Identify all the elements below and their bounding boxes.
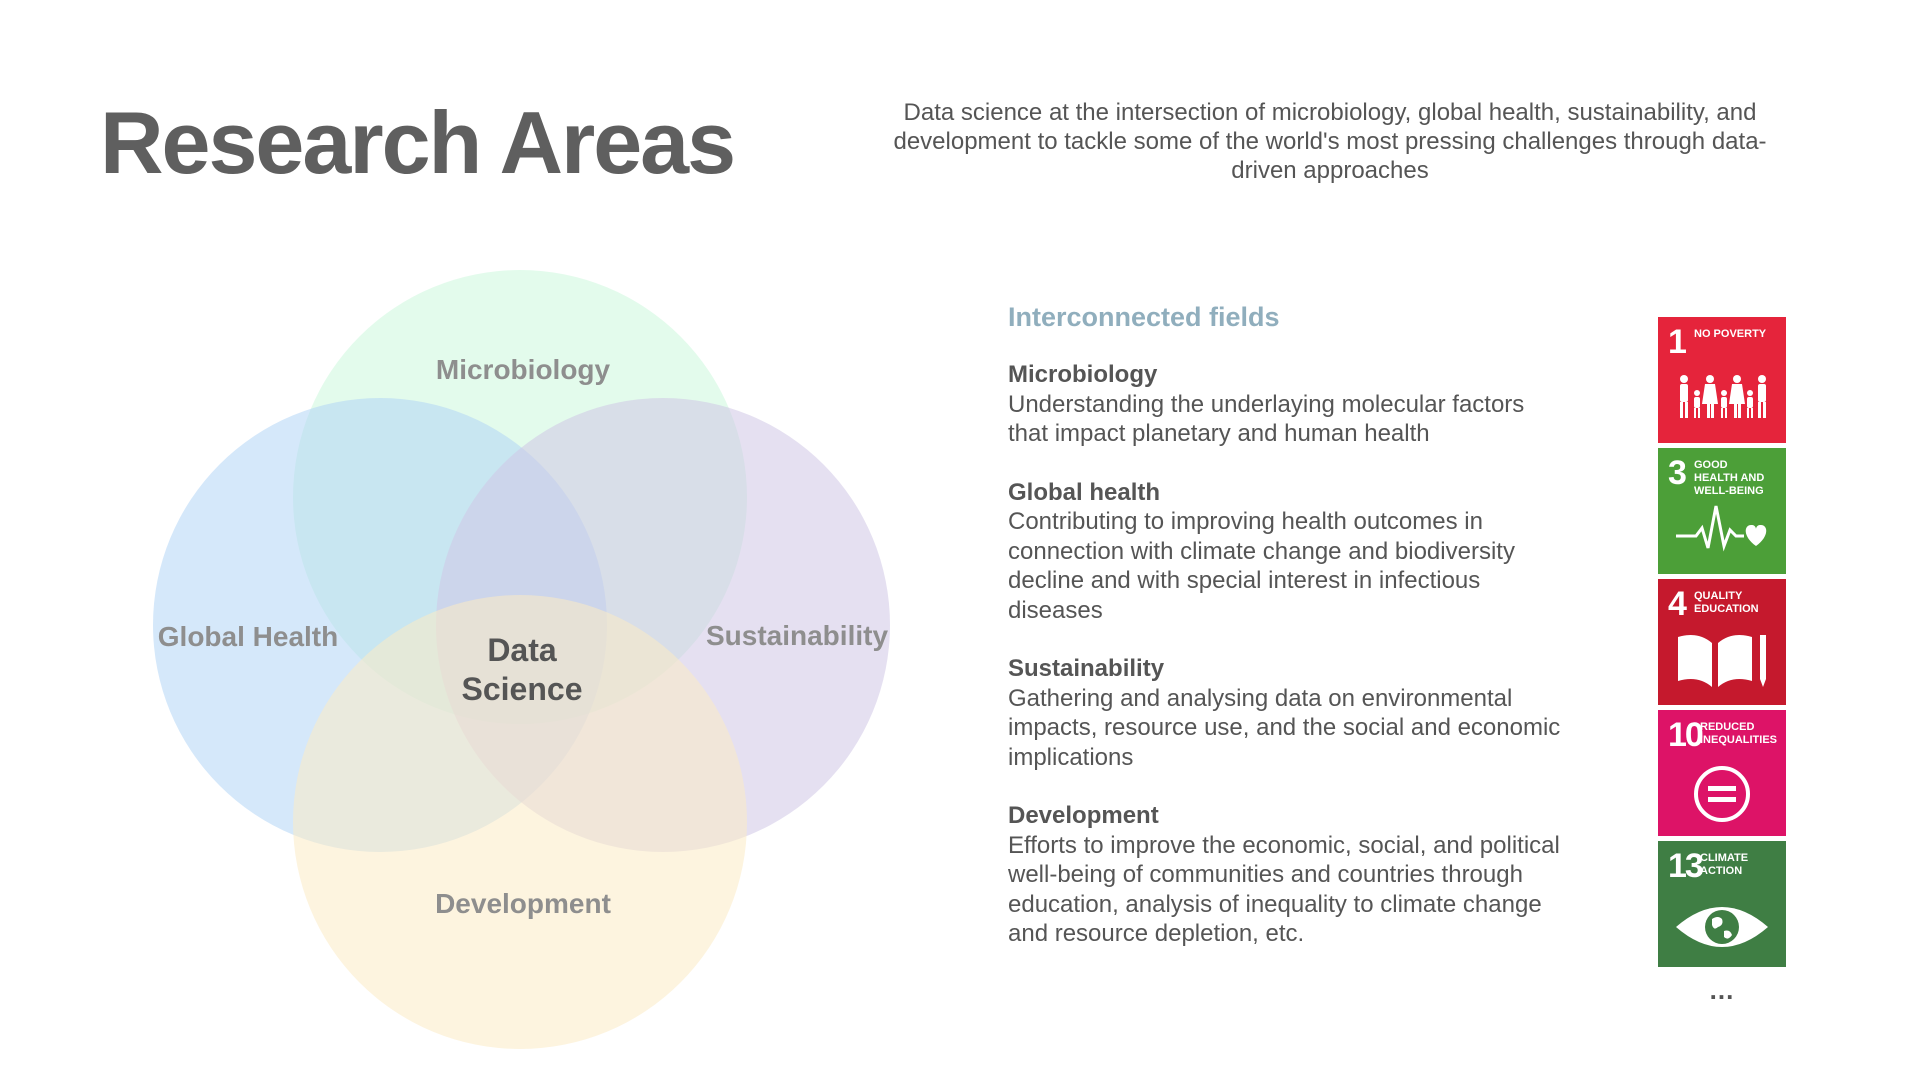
field-item-development: Development Efforts to improve the econo… [1008, 801, 1568, 949]
field-item-microbiology: Microbiology Understanding the underlayi… [1008, 360, 1568, 449]
sdg-tile-10: 10 Reduced Inequalities [1658, 710, 1786, 836]
fields-panel: Interconnected fields Microbiology Under… [1008, 302, 1568, 978]
sdg-number: 3 [1668, 454, 1687, 492]
venn-circle-development [293, 595, 747, 1049]
eye-globe-icon [1676, 907, 1768, 947]
venn-label-sustainability: Sustainability [705, 620, 889, 651]
fields-heading: Interconnected fields [1008, 302, 1280, 332]
field-description: Understanding the underlaying molecular … [1008, 390, 1525, 448]
field-item-global-health: Global health Contributing to improving … [1008, 478, 1568, 626]
field-name: Development [1008, 802, 1159, 829]
field-name: Microbiology [1008, 361, 1158, 388]
page-subtitle: Data science at the intersection of micr… [893, 99, 1767, 184]
venn-label-global-health: Global Health [157, 621, 339, 652]
sdg-label: Good Health and Well-Being [1694, 459, 1765, 497]
page-title: Research Areas [100, 93, 736, 192]
sdg-more-indicator: ... [1709, 975, 1735, 1005]
venn-label-microbiology: Microbiology [435, 354, 611, 385]
sdg-tile-1: 1 No Poverty [1658, 317, 1786, 443]
sdg-tile-3: 3 Good Health and Well-Being [1658, 448, 1786, 574]
venn-diagram: Microbiology Global Health Sustainabilit… [140, 270, 900, 1070]
venn-label-development: Development [435, 888, 611, 919]
heartbeat-icon [1676, 505, 1767, 552]
sdg-label: Climate Action [1700, 852, 1749, 877]
venn-circles [153, 270, 890, 1049]
book-pencil-icon [1678, 635, 1766, 687]
sdg-label: Quality Education [1694, 590, 1759, 615]
sdg-number: 13 [1668, 847, 1704, 885]
field-description: Efforts to improve the economic, social,… [1008, 831, 1560, 948]
sdg-label: Reduced Inequalities [1700, 721, 1778, 746]
venn-center-line2: Science [461, 671, 583, 707]
sdg-number: 4 [1668, 585, 1687, 623]
sdg-label: No Poverty [1694, 328, 1767, 340]
field-name: Sustainability [1008, 655, 1165, 682]
field-item-sustainability: Sustainability Gathering and analysing d… [1008, 654, 1568, 772]
field-name: Global health [1008, 478, 1161, 506]
venn-center-line1: Data [487, 632, 557, 668]
field-description: Contributing to improving health outcome… [1008, 508, 1515, 624]
equality-circle-icon [1694, 766, 1750, 822]
sdg-number: 10 [1668, 716, 1704, 754]
venn-center-label: Data Science [462, 631, 583, 709]
sdg-tile-13: 13 Climate Action [1658, 841, 1786, 967]
sdg-number: 1 [1668, 323, 1687, 361]
sdg-column: 1 No Poverty 3 Good Health and Well-Bein… [1658, 317, 1786, 972]
sdg-tile-4: 4 Quality Education [1658, 579, 1786, 705]
field-description: Gathering and analysing data on environm… [1008, 684, 1561, 771]
people-family-icon [1680, 375, 1766, 418]
